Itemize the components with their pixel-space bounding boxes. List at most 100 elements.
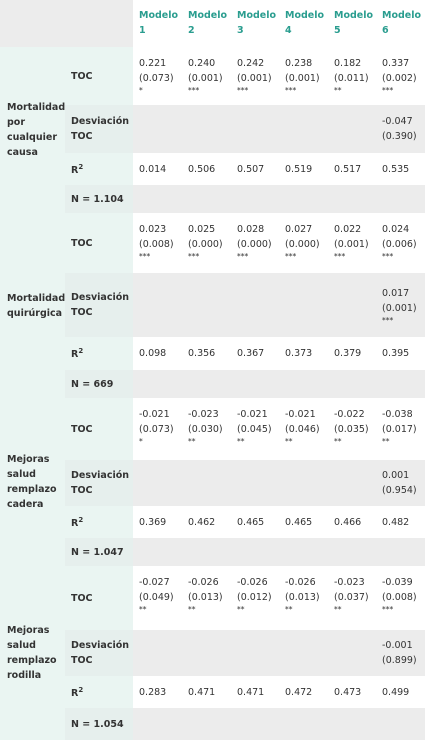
- header-row: Modelo 1 Modelo 2 Modelo 3 Modelo 4 Modelo 5…: [0, 0, 425, 47]
- significance: ***: [382, 252, 394, 261]
- data-cell: -0.001 (0.899): [376, 630, 425, 676]
- significance: **: [334, 605, 342, 614]
- std-error: (0.000): [237, 239, 272, 250]
- std-error: (0.037): [334, 592, 369, 603]
- significance: ***: [188, 86, 200, 95]
- significance: **: [334, 86, 342, 95]
- data-cell: 0.337 (0.002) ***: [376, 47, 425, 105]
- coefficient: -0.039: [382, 577, 413, 588]
- data-cell: 0.499: [376, 676, 425, 708]
- row-label: R2: [65, 676, 133, 708]
- std-error: (0.000): [188, 239, 223, 250]
- data-cell: -0.027 (0.049) **: [133, 566, 182, 630]
- std-error: (0.013): [285, 592, 320, 603]
- std-error: (0.030): [188, 424, 223, 435]
- row-label: TOC: [65, 47, 133, 105]
- table-body: Mortalidad por cualquier causa TOC 0.221 (0…: [0, 47, 425, 740]
- column-header: Modelo 5: [334, 10, 374, 36]
- significance: ***: [237, 252, 249, 261]
- data-cell: 0.024 (0.006) ***: [376, 213, 425, 273]
- std-error: (0.011): [334, 73, 369, 84]
- column-header: Modelo 1: [139, 10, 179, 36]
- data-cell: [328, 630, 376, 676]
- significance: **: [139, 605, 147, 614]
- column-header: Modelo 3: [237, 10, 277, 36]
- significance: **: [382, 437, 390, 446]
- data-cell: 0.022 (0.001) ***: [328, 213, 376, 273]
- coefficient: 0.028: [237, 224, 265, 235]
- coefficient: -0.047: [382, 116, 413, 127]
- significance: **: [188, 437, 196, 446]
- std-error: (0.001): [334, 239, 369, 250]
- data-cell: 0.519: [279, 153, 328, 185]
- data-cell: 0.379: [328, 337, 376, 370]
- data-cell: 0.367: [231, 337, 279, 370]
- sample-size: N = 1.047: [65, 538, 133, 566]
- std-error: (0.008): [382, 592, 417, 603]
- data-cell: [279, 105, 328, 153]
- coefficient: 0.242: [237, 58, 265, 69]
- coefficient: -0.021: [139, 409, 170, 420]
- data-cell: 0.001 (0.954): [376, 460, 425, 506]
- toc-row: Mejoras salud remplazo rodilla TOC -0.027 (…: [0, 566, 425, 740]
- data-cell: [279, 460, 328, 506]
- row-label: Desviación TOC: [65, 273, 133, 337]
- data-cell: 0.465: [231, 506, 279, 538]
- r2-label: R: [71, 518, 79, 530]
- table-header: Modelo 1 Modelo 2 Modelo 3 Modelo 4 Modelo 5…: [0, 0, 425, 47]
- data-cell: [231, 273, 279, 337]
- row-label: TOC: [65, 398, 133, 460]
- coefficient: 0.027: [285, 224, 313, 235]
- row-label: R2: [65, 506, 133, 538]
- n-row: N = 669: [0, 370, 425, 398]
- coefficient: -0.023: [188, 409, 219, 420]
- data-cell: [328, 460, 376, 506]
- coefficient: 0.221: [139, 58, 167, 69]
- coefficient: -0.023: [334, 577, 365, 588]
- significance: **: [285, 605, 293, 614]
- n-row: N = 1.104: [0, 185, 425, 213]
- std-error: (0.013): [188, 592, 223, 603]
- data-cell: 0.471: [182, 676, 231, 708]
- data-cell: -0.021 (0.045) **: [231, 398, 279, 460]
- r2-label: R: [71, 349, 79, 361]
- corner-cell: [0, 0, 133, 47]
- r2-row: R2 0.098 0.356 0.367 0.373 0.379 0.395: [0, 337, 425, 370]
- significance: **: [285, 437, 293, 446]
- significance: *: [139, 86, 143, 95]
- blank-cell: [133, 185, 425, 213]
- data-cell: -0.026 (0.012) **: [231, 566, 279, 630]
- data-cell: [133, 460, 182, 506]
- data-cell: -0.038 (0.017) **: [376, 398, 425, 460]
- coefficient: 0.017: [382, 287, 410, 299]
- significance: **: [334, 437, 342, 446]
- data-cell: [231, 460, 279, 506]
- std-error: (0.073): [139, 424, 174, 435]
- data-cell: [279, 273, 328, 337]
- r2-row: R2 0.369 0.462 0.465 0.465 0.466 0.482: [0, 506, 425, 538]
- data-cell: -0.026 (0.013) **: [182, 566, 231, 630]
- data-cell: 0.098: [133, 337, 182, 370]
- coefficient: -0.021: [237, 409, 268, 420]
- significance: ***: [188, 252, 200, 261]
- data-cell: -0.023 (0.037) **: [328, 566, 376, 630]
- coefficient: 0.240: [188, 58, 216, 69]
- coefficient: 0.238: [285, 58, 313, 69]
- n-row: N = 1.054: [0, 708, 425, 740]
- std-error: (0.001): [237, 73, 272, 84]
- data-cell: 0.356: [182, 337, 231, 370]
- deviation-row: Desviación TOC -0.001 (0.899): [0, 630, 425, 676]
- data-cell: 0.369: [133, 506, 182, 538]
- data-cell: 0.482: [376, 506, 425, 538]
- std-error: (0.000): [285, 239, 320, 250]
- std-error: (0.035): [334, 424, 369, 435]
- coefficient: 0.024: [382, 224, 410, 235]
- coefficient: 0.001: [382, 470, 410, 481]
- coefficient: 0.182: [334, 58, 362, 69]
- r2-row: R2 0.283 0.471 0.471 0.472 0.473 0.499: [0, 676, 425, 708]
- row-label: TOC: [65, 213, 133, 273]
- column-header: Modelo 4: [285, 10, 325, 36]
- std-error: (0.012): [237, 592, 272, 603]
- coefficient: -0.022: [334, 409, 365, 420]
- data-cell: [182, 460, 231, 506]
